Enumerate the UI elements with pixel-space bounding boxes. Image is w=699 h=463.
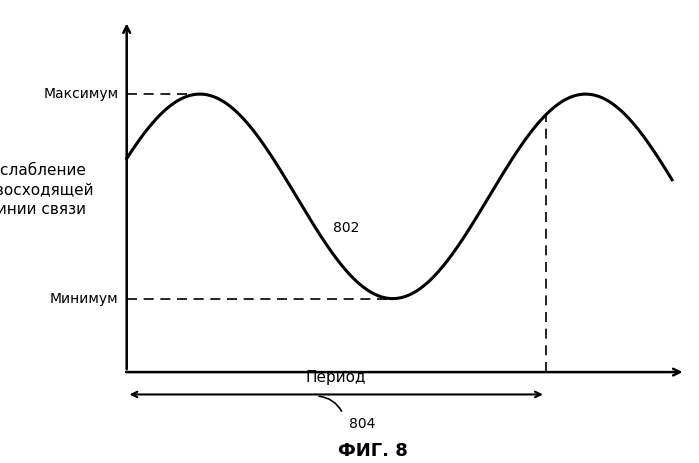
Text: Период: Период (306, 370, 366, 385)
Text: Минимум: Минимум (50, 292, 119, 306)
Text: ФИГ. 8: ФИГ. 8 (338, 442, 408, 460)
Text: 802: 802 (333, 220, 359, 235)
Text: Ослабление
в восходящей
линии связи: Ослабление в восходящей линии связи (0, 163, 93, 217)
Text: 804: 804 (350, 417, 376, 431)
Text: Максимум: Максимум (43, 87, 119, 101)
